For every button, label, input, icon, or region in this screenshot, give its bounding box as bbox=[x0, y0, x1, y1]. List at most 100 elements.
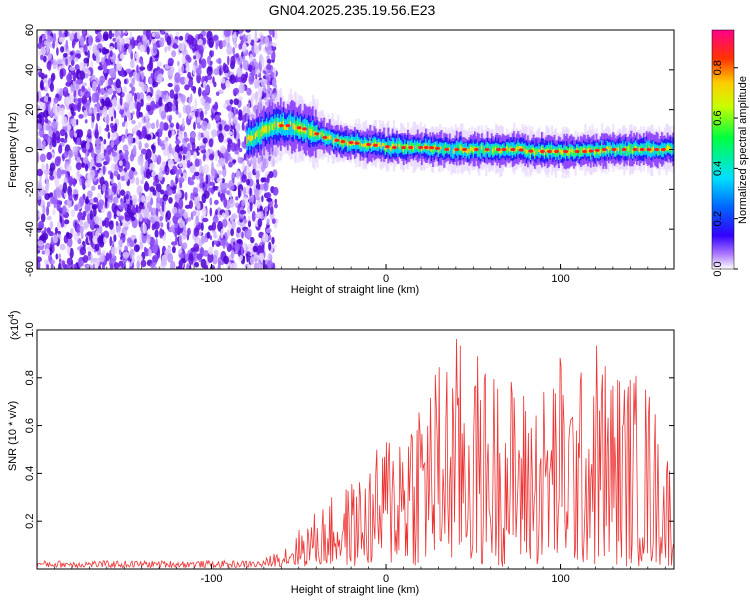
spectrogram-signal-cell bbox=[532, 148, 535, 153]
spectrogram-noise-cell bbox=[37, 139, 42, 149]
spectrogram-signal-cell bbox=[356, 138, 359, 145]
spectrogram-noise-cell bbox=[46, 201, 51, 208]
spectrogram-signal-cell bbox=[515, 146, 519, 151]
spectrogram-peak-cell bbox=[418, 145, 424, 150]
spectrogram-signal-cell bbox=[384, 146, 387, 150]
spectrogram-noise-cell bbox=[39, 102, 46, 112]
snr-x-tick-label: 0 bbox=[383, 573, 389, 585]
spectrogram-noise-cell bbox=[219, 145, 226, 154]
spectrogram-signal-cell bbox=[285, 124, 288, 130]
spectrogram-peak-cell bbox=[314, 132, 320, 136]
spectrogram-noise-cell bbox=[42, 55, 47, 63]
spectrogram-signal-cell bbox=[370, 144, 373, 148]
spectrogram-noise-cell bbox=[40, 116, 45, 126]
spectrogram-noise-cell bbox=[198, 45, 204, 55]
spectrogram-signal-cell bbox=[307, 123, 311, 138]
spectrogram-signal-cell bbox=[500, 148, 503, 153]
spectrogram-noise-cell bbox=[251, 70, 256, 77]
spectrogram-noise-cell bbox=[185, 104, 192, 116]
spectrogram-noise-cell bbox=[238, 109, 243, 117]
spectrogram-signal-cell bbox=[651, 148, 654, 153]
spectrogram-noise-cell bbox=[141, 233, 147, 244]
spectrogram-noise-cell bbox=[194, 158, 200, 167]
spectrogram-signal-cell bbox=[582, 148, 586, 152]
spectrogram-noise-cell bbox=[115, 221, 119, 227]
spectrogram-noise-cell bbox=[227, 142, 231, 153]
spectrogram-noise-cell bbox=[158, 171, 163, 181]
spectrogram-signal-cell bbox=[574, 150, 577, 157]
spectrogram-noise-cell bbox=[187, 142, 191, 152]
spectrogram-signal-cell bbox=[598, 149, 601, 155]
spectrogram-noise-cell bbox=[175, 31, 180, 37]
spectrogram-noise-cell bbox=[63, 151, 69, 159]
spectrogram-noise-cell bbox=[91, 113, 95, 123]
spectrogram-noise-cell bbox=[169, 122, 174, 128]
spectrogram-noise-cell bbox=[37, 240, 44, 247]
spectrogram-peak-cell bbox=[654, 147, 660, 152]
spectrogram-noise-cell bbox=[52, 33, 57, 43]
spectrogram-noise-cell bbox=[238, 83, 245, 94]
spectrogram-noise-cell bbox=[201, 120, 208, 131]
spectrogram-peak-cell bbox=[501, 147, 507, 152]
spectrogram-signal-cell bbox=[270, 122, 273, 132]
spectrogram-noise-cell bbox=[223, 182, 229, 189]
spectrogram-noise-cell bbox=[83, 109, 88, 118]
spectrogram-noise-cell bbox=[38, 179, 43, 191]
spectrogram-noise-cell bbox=[52, 234, 59, 244]
spectrogram-noise-cell bbox=[202, 250, 209, 257]
spectrogram-noise-cell bbox=[222, 218, 228, 228]
spectrogram-noise-cell bbox=[116, 57, 119, 67]
spectrogram-noise-cell bbox=[229, 99, 234, 105]
spectrogram-signal-cell bbox=[256, 130, 259, 137]
spectrogram-noise-cell bbox=[44, 227, 47, 233]
spectrogram-noise-cell bbox=[217, 256, 222, 267]
spectrogram-noise-cell bbox=[49, 220, 54, 230]
spectrogram-noise-cell bbox=[37, 104, 40, 110]
spectrogram-noise-cell bbox=[163, 233, 167, 242]
spectrogram-noise-cell bbox=[156, 154, 162, 165]
spectrogram-noise-cell bbox=[211, 240, 215, 248]
spectrogram-noise-cell bbox=[53, 97, 59, 104]
spectrogram-noise-cell bbox=[122, 222, 129, 228]
spectrogram-noise-cell bbox=[166, 221, 170, 230]
spectrogram-x-tick-label: 100 bbox=[551, 273, 569, 285]
spectrogram-signal-cell bbox=[433, 146, 436, 150]
spectrogram-noise-cell bbox=[87, 251, 92, 256]
spectrogram-noise-cell bbox=[157, 191, 161, 203]
spectrogram-noise-cell bbox=[96, 257, 100, 267]
spectrogram-noise-cell bbox=[249, 256, 255, 265]
spectrogram-signal-cell bbox=[310, 129, 313, 136]
spectrogram-noise-cell bbox=[58, 262, 62, 269]
spectrogram-peak-cell bbox=[354, 141, 360, 145]
spectrogram-noise-cell bbox=[211, 129, 218, 138]
spectrogram-signal-cell bbox=[552, 149, 555, 153]
spectrogram-noise-cell bbox=[243, 242, 247, 252]
snr-panel: -100 0 100 0.2 0.4 0.6 0.8 1.0 Height of strai… bbox=[7, 310, 675, 596]
spectrogram-noise-cell bbox=[185, 66, 190, 73]
spectrogram-noise-cell bbox=[145, 115, 149, 124]
spectrogram-noise-cell bbox=[235, 196, 239, 201]
spectrogram-noise-cell bbox=[206, 156, 209, 161]
spectrogram-noise-cell bbox=[167, 69, 174, 77]
spectrogram-signal-cell bbox=[282, 120, 285, 127]
spectrogram-noise-cell bbox=[256, 78, 260, 89]
spectrogram-peak-cell bbox=[278, 124, 284, 128]
spectrogram-noise-cell bbox=[50, 74, 54, 84]
spectrogram-noise-cell bbox=[151, 223, 156, 231]
spectrogram-noise-cell bbox=[90, 198, 94, 204]
spectrogram-noise-cell bbox=[51, 195, 58, 204]
spectrogram-peak-cell bbox=[632, 147, 638, 152]
spectrogram-noise-cell bbox=[240, 73, 247, 84]
spectrogram-noise-cell bbox=[145, 30, 151, 39]
spectrogram-noise-cell bbox=[166, 35, 172, 46]
spectrogram-signal-cell bbox=[400, 142, 403, 150]
spectrogram-noise-cell bbox=[196, 201, 201, 210]
spectrogram-noise-cell bbox=[193, 171, 200, 177]
spectrogram-noise-cell bbox=[173, 151, 179, 163]
spectrogram-signal-cell bbox=[507, 144, 510, 153]
spectrogram-noise-cell bbox=[274, 198, 278, 204]
spectrogram-peak-cell bbox=[621, 147, 627, 152]
spectrogram-noise-cell bbox=[77, 202, 81, 209]
spectrogram-noise-cell bbox=[57, 233, 61, 239]
spectrogram-signal-cell bbox=[373, 139, 376, 148]
